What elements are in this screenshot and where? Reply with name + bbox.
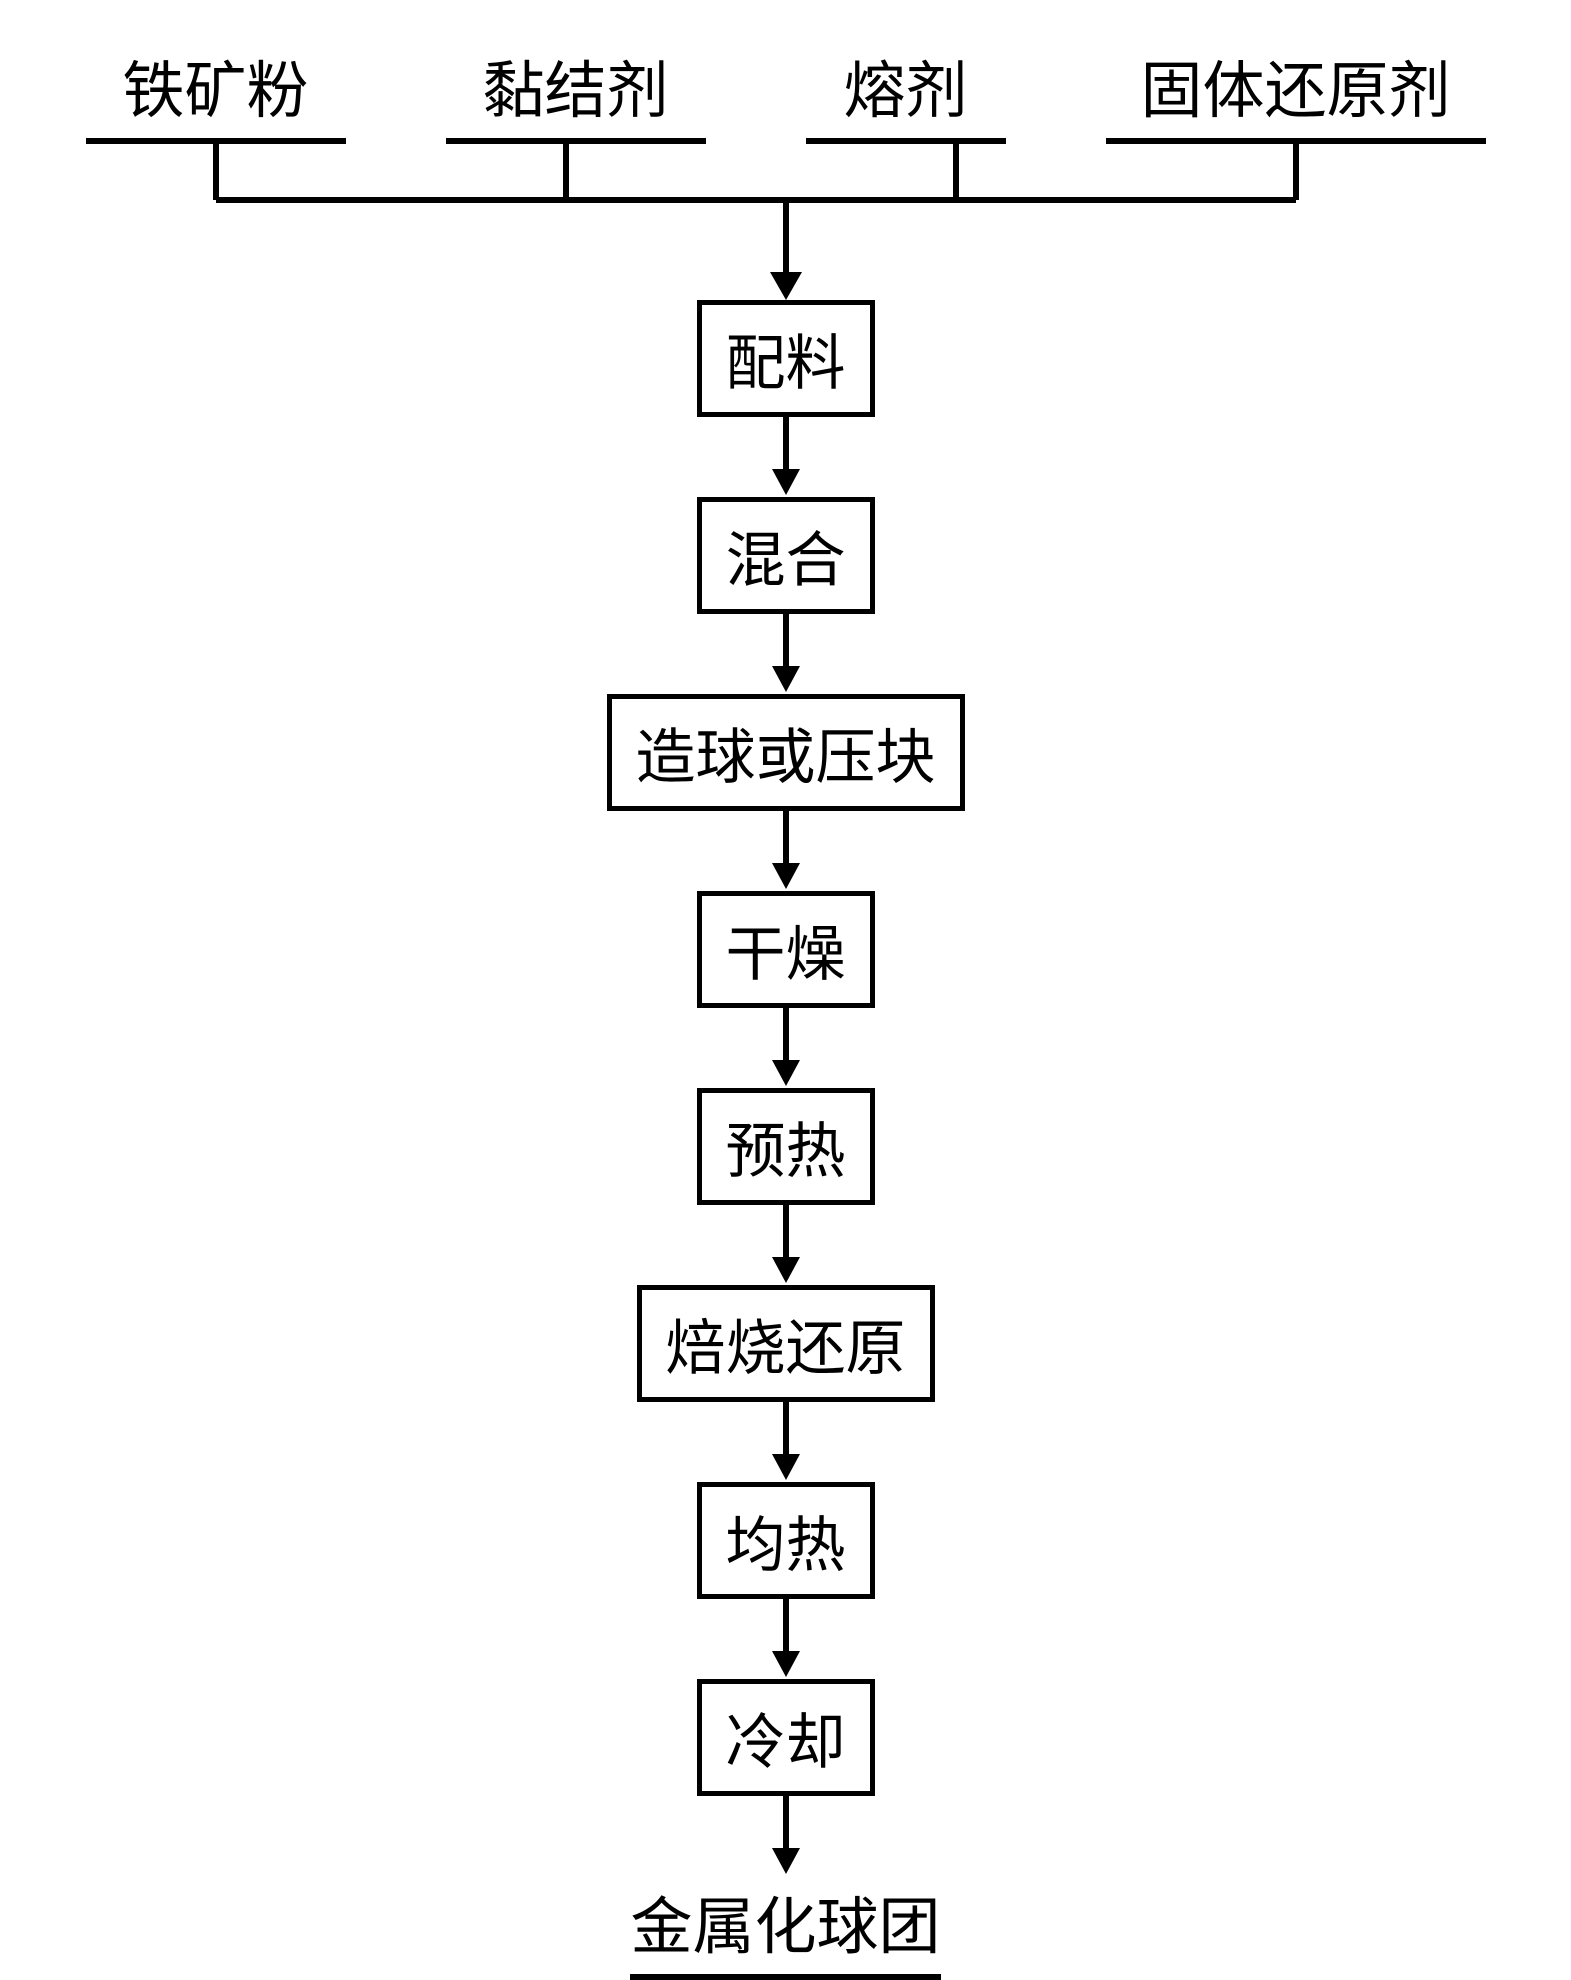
step-box-5: 焙烧还原 [637,1285,935,1402]
connector-svg [86,140,1486,300]
step-text-3: 干燥 [726,922,846,988]
step-box-1: 混合 [697,497,875,614]
arrow-6 [766,1599,806,1679]
arrow-5 [766,1402,806,1482]
arrow-1 [766,614,806,694]
output-underline [630,1974,940,1980]
step-text-1: 混合 [726,528,846,594]
step-box-2: 造球或压块 [607,694,965,811]
step-text-7: 冷却 [726,1710,846,1776]
step-box-7: 冷却 [697,1679,875,1796]
arrow-3 [766,1008,806,1088]
arrow-4 [766,1205,806,1285]
step-text-2: 造球或压块 [636,725,936,791]
step-text-0: 配料 [726,331,846,397]
step-box-4: 预热 [697,1088,875,1205]
input-label-1: 黏结剂 [446,40,706,138]
inputs-row: 铁矿粉 黏结剂 熔剂 固体还原剂 [86,40,1486,144]
input-label-0: 铁矿粉 [86,40,346,138]
arrow-0 [766,417,806,497]
step-text-4: 预热 [726,1119,846,1185]
steps-column: 配料 混合 造球或压块 干燥 预热 [607,300,965,1980]
input-item-1: 黏结剂 [446,40,706,144]
step-box-0: 配料 [697,300,875,417]
input-item-3: 固体还原剂 [1106,40,1486,144]
step-text-5: 焙烧还原 [666,1316,906,1382]
input-item-0: 铁矿粉 [86,40,346,144]
arrow-7 [766,1796,806,1876]
step-box-6: 均热 [697,1482,875,1599]
flowchart-container: 铁矿粉 黏结剂 熔剂 固体还原剂 配料 [86,40,1486,144]
output-item: 金属化球团 [630,1876,940,1980]
arrow-2 [766,811,806,891]
step-box-3: 干燥 [697,891,875,1008]
input-label-2: 熔剂 [806,40,1006,138]
input-item-2: 熔剂 [806,40,1006,144]
step-text-6: 均热 [726,1513,846,1579]
output-label: 金属化球团 [630,1876,940,1974]
input-label-3: 固体还原剂 [1106,40,1486,138]
